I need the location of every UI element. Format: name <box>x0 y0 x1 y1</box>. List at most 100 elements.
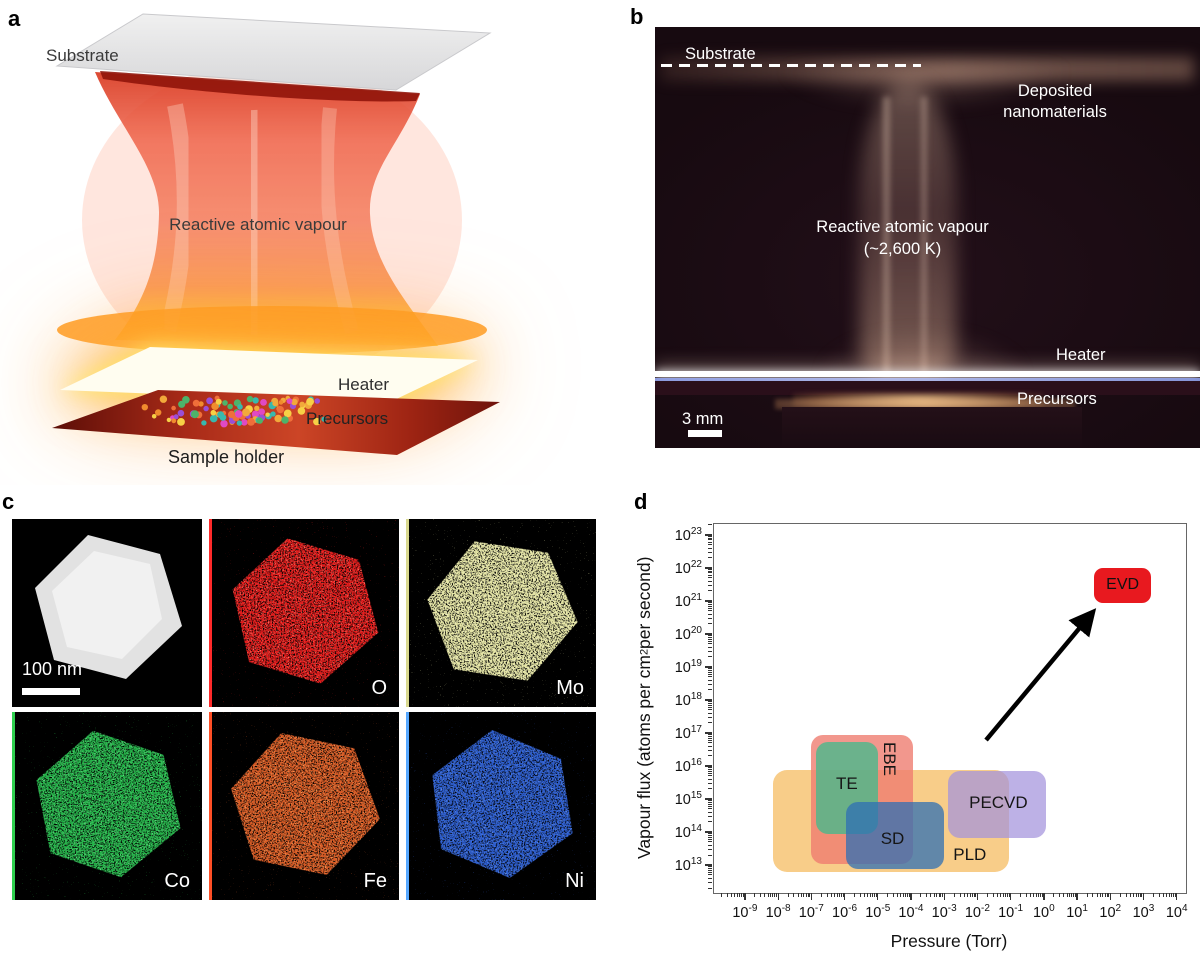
x-tick-label: 10-8 <box>765 903 791 921</box>
y-minor-tick <box>708 716 712 718</box>
x-minor-tick <box>969 893 971 897</box>
precursor-dot <box>270 411 276 417</box>
x-minor-tick <box>840 893 842 897</box>
precursor-dot <box>276 406 284 414</box>
y-major-tick <box>705 633 712 635</box>
x-minor-tick <box>938 893 940 897</box>
precursor-dot <box>237 404 243 410</box>
precursor-dot <box>198 401 204 407</box>
y-minor-tick <box>708 617 712 619</box>
x-minor-tick <box>1025 893 1027 897</box>
precursor-dot <box>236 420 243 426</box>
y-minor-tick <box>708 735 712 737</box>
x-minor-tick <box>721 893 723 897</box>
heater-label-b: Heater <box>1056 346 1106 364</box>
x-tick-label: 104 <box>1165 903 1188 921</box>
y-minor-tick <box>708 667 712 669</box>
x-minor-tick <box>793 893 795 897</box>
precursor-dot <box>141 404 148 411</box>
x-minor-tick <box>774 893 776 897</box>
y-minor-tick <box>708 775 712 777</box>
scale-bar-b <box>688 430 722 437</box>
x-minor-tick <box>1063 893 1065 897</box>
x-minor-tick <box>803 893 805 897</box>
y-major-tick <box>705 864 712 866</box>
x-minor-tick <box>1162 893 1164 897</box>
precursor-dot <box>251 410 259 418</box>
x-minor-tick <box>1172 893 1174 897</box>
precursor-dot <box>178 400 186 408</box>
tile-edge-marker <box>209 712 212 900</box>
scale-bar-c <box>22 688 80 695</box>
x-minor-tick <box>1069 893 1071 897</box>
y-minor-tick <box>708 881 712 883</box>
x-tick-label: 10-6 <box>832 903 858 921</box>
y-major-tick <box>705 765 712 767</box>
x-minor-tick <box>905 893 907 897</box>
x-minor-tick <box>959 893 961 897</box>
x-minor-tick <box>809 893 811 897</box>
y-minor-tick <box>708 584 712 586</box>
y-tick-label: 1015 <box>674 790 702 808</box>
y-minor-tick <box>708 805 712 807</box>
x-minor-tick <box>734 893 736 897</box>
element-label-o: O <box>371 677 387 699</box>
precursor-dot <box>159 395 168 403</box>
y-minor-tick <box>708 737 712 739</box>
x-minor-tick <box>838 893 840 897</box>
y-minor-tick <box>708 572 712 574</box>
y-tick-label: 1014 <box>674 823 702 841</box>
x-minor-tick <box>942 893 944 897</box>
precursor-dot <box>155 409 162 416</box>
y-minor-tick <box>708 676 712 678</box>
x-major-tick <box>1076 893 1078 900</box>
x-minor-tick <box>1137 893 1139 897</box>
precursor-dot <box>217 411 225 419</box>
scale-bar-label-c: 100 nm <box>22 659 83 679</box>
x-tick-label: 10-4 <box>898 903 924 921</box>
y-minor-tick <box>708 640 712 642</box>
region-pecvd <box>948 771 1047 839</box>
region-sd <box>845 802 944 870</box>
y-minor-tick <box>708 848 712 850</box>
x-minor-tick <box>874 893 876 897</box>
y-tick-label: 1022 <box>674 558 702 577</box>
x-major-tick <box>1043 893 1045 900</box>
eds-map-tile-co: Co <box>12 712 202 900</box>
vapour-label-b: Reactive atomic vapour (~2,600 K) <box>810 216 995 261</box>
x-major-tick <box>877 893 879 900</box>
x-minor-tick <box>953 893 955 897</box>
y-minor-tick <box>708 808 712 810</box>
y-minor-tick <box>708 689 712 691</box>
precursor-dot <box>281 416 289 424</box>
deposition-illustration-graphic <box>52 13 500 455</box>
x-minor-tick <box>1040 893 1042 897</box>
x-tick-label: 10-9 <box>732 903 758 921</box>
y-minor-tick <box>708 803 712 805</box>
y-minor-tick <box>708 656 712 658</box>
precursor-dot <box>220 420 228 428</box>
y-minor-tick <box>708 832 712 834</box>
vapour-line1: Reactive atomic vapour <box>816 218 989 236</box>
x-tick-label: 10-1 <box>998 903 1024 921</box>
precursor-dot <box>256 417 263 424</box>
y-minor-tick <box>708 544 712 546</box>
y-minor-tick <box>708 841 712 843</box>
x-minor-tick <box>770 893 772 897</box>
x-minor-tick <box>1166 893 1168 897</box>
x-minor-tick <box>834 893 836 897</box>
x-minor-tick <box>1174 893 1176 897</box>
x-minor-tick <box>1135 893 1137 897</box>
y-minor-tick <box>708 745 712 747</box>
y-tick-label: 1017 <box>674 723 702 742</box>
precursor-dot <box>286 398 293 404</box>
x-minor-tick <box>875 893 877 897</box>
y-minor-tick <box>708 815 712 817</box>
y-minor-tick <box>708 770 712 772</box>
x-minor-tick <box>973 893 975 897</box>
precursor-dot <box>242 408 250 417</box>
precursor-dot <box>306 397 314 406</box>
x-major-tick <box>943 893 945 900</box>
region-evd <box>1093 568 1152 603</box>
precursor-pile-glow <box>793 393 1043 408</box>
